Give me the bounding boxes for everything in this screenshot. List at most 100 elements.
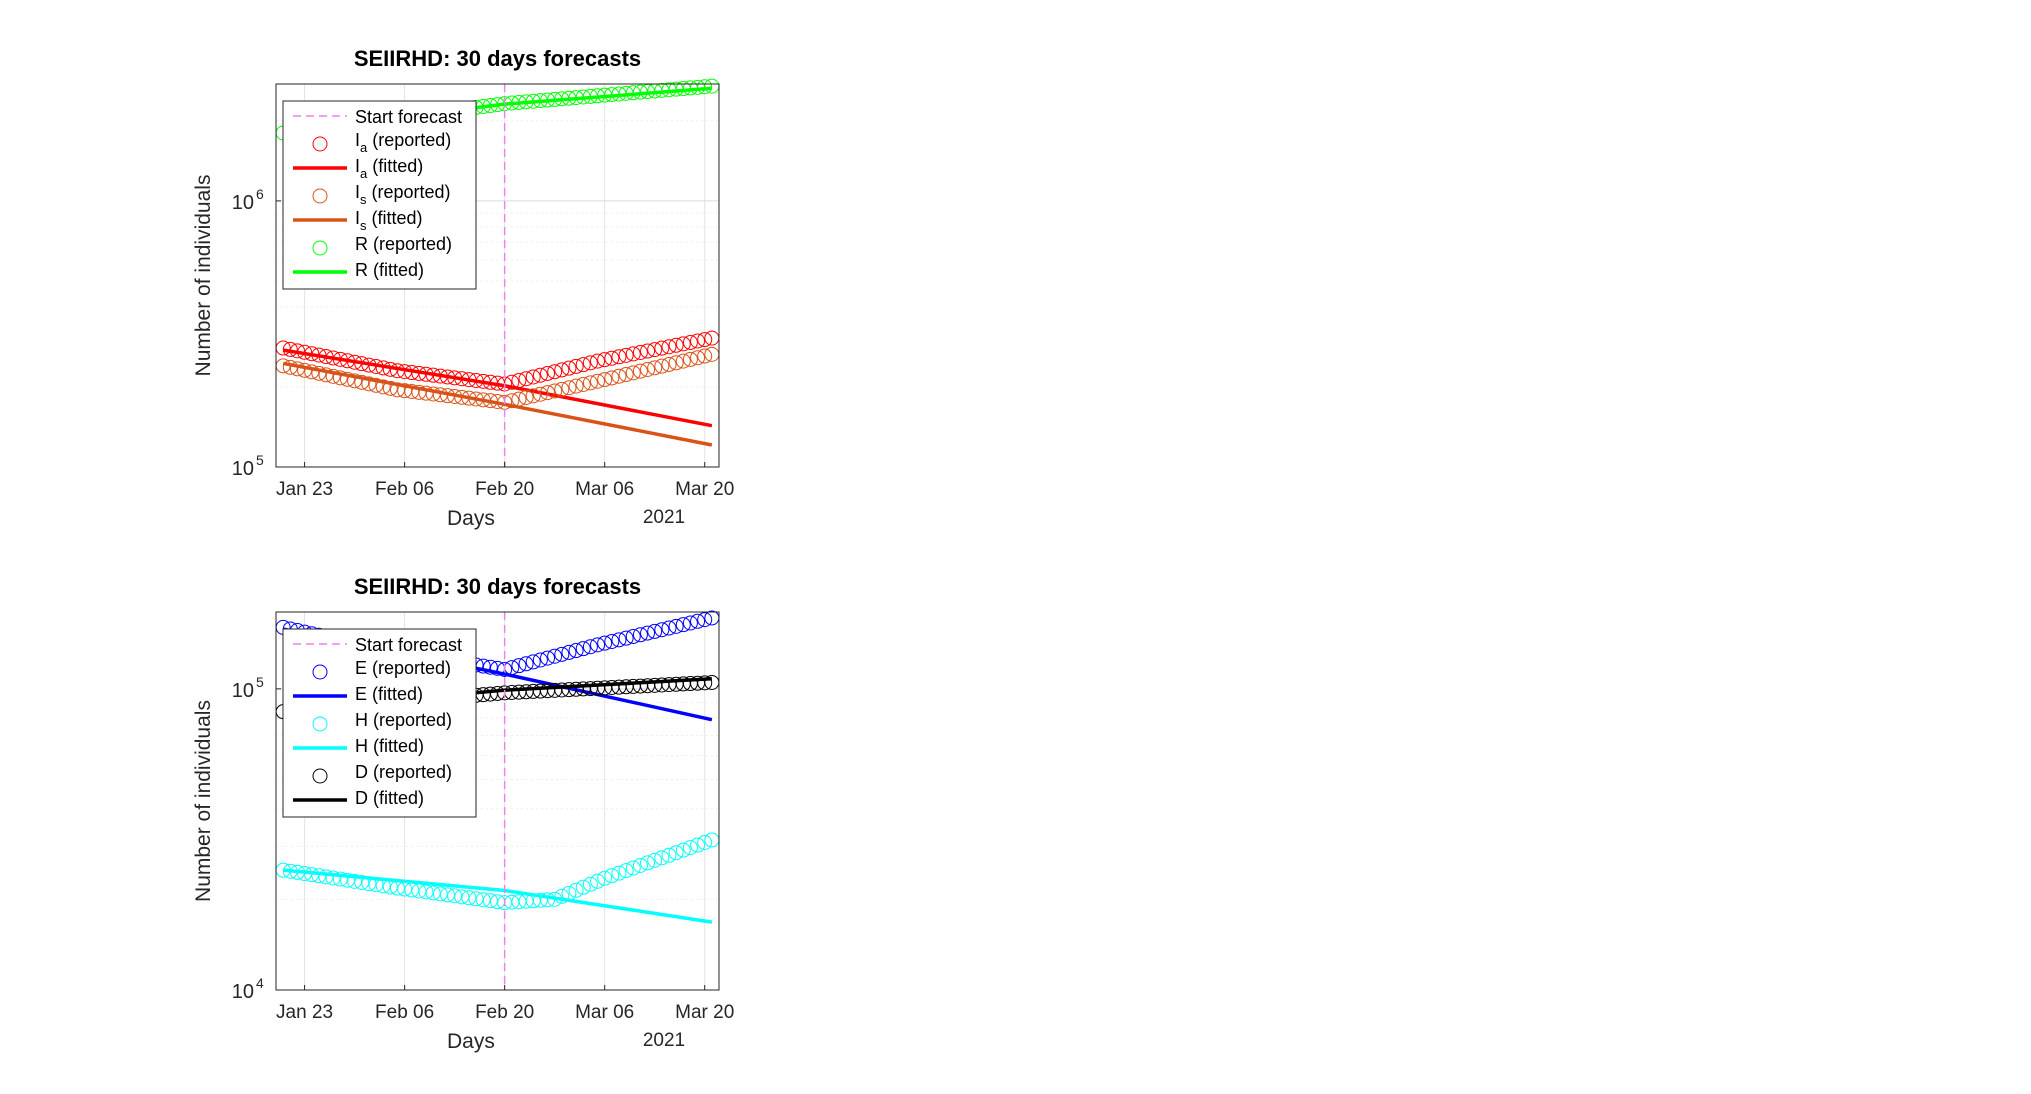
y-axis-label: Number of individuals bbox=[192, 700, 215, 902]
data-point bbox=[575, 641, 591, 657]
y-tick-label: 10 bbox=[232, 680, 254, 702]
data-point bbox=[518, 371, 534, 387]
data-point bbox=[540, 650, 556, 666]
data-point bbox=[597, 870, 613, 886]
legend-label-D_rep: D (reported) bbox=[355, 762, 452, 782]
legend-swatch-Ia_rep bbox=[312, 136, 328, 152]
data-point bbox=[540, 385, 556, 401]
data-point bbox=[454, 889, 470, 905]
data-point bbox=[547, 383, 563, 399]
x-tick-label: Jan 23 bbox=[276, 479, 333, 500]
data-point bbox=[554, 888, 570, 904]
data-point bbox=[311, 868, 327, 884]
data-point bbox=[432, 368, 448, 384]
data-point bbox=[347, 373, 363, 389]
data-point bbox=[482, 893, 498, 909]
data-point bbox=[668, 355, 684, 371]
legend-label-start-forecast: Start forecast bbox=[355, 635, 462, 655]
data-point bbox=[604, 868, 620, 884]
data-point bbox=[339, 371, 355, 387]
data-point bbox=[397, 881, 413, 897]
data-point bbox=[582, 375, 598, 391]
data-point bbox=[361, 357, 377, 373]
data-point bbox=[525, 388, 541, 404]
data-point bbox=[540, 892, 556, 908]
data-point bbox=[418, 884, 434, 900]
data-point bbox=[682, 840, 698, 856]
data-point bbox=[575, 879, 591, 895]
x-tick-label: Feb 20 bbox=[475, 479, 534, 500]
data-point bbox=[647, 342, 663, 358]
data-point bbox=[690, 333, 706, 349]
data-point bbox=[625, 860, 641, 876]
data-point bbox=[439, 369, 455, 385]
data-point bbox=[647, 623, 663, 639]
legend-box bbox=[282, 628, 477, 818]
x-tick-label: Mar 06 bbox=[575, 479, 634, 500]
x-tick-label: Mar 20 bbox=[675, 479, 734, 500]
data-point bbox=[582, 639, 598, 655]
data-point bbox=[382, 361, 398, 377]
data-point bbox=[532, 652, 548, 668]
data-point bbox=[632, 344, 648, 360]
data-point bbox=[382, 380, 398, 396]
x-tick-label: Jan 23 bbox=[276, 1002, 333, 1023]
data-point bbox=[368, 377, 384, 393]
data-point bbox=[618, 367, 634, 383]
data-point bbox=[361, 376, 377, 392]
data-point bbox=[640, 625, 656, 641]
data-point bbox=[347, 354, 363, 370]
data-point bbox=[561, 360, 577, 376]
data-point bbox=[425, 367, 441, 383]
data-point bbox=[339, 872, 355, 888]
data-point bbox=[304, 364, 320, 380]
data-point bbox=[647, 360, 663, 376]
y-axis-label: Number of individuals bbox=[192, 175, 215, 377]
data-point bbox=[447, 370, 463, 386]
data-point bbox=[582, 355, 598, 371]
data-point bbox=[632, 627, 648, 643]
data-point bbox=[518, 656, 534, 672]
data-point bbox=[675, 842, 691, 858]
data-point bbox=[611, 865, 627, 881]
data-point bbox=[375, 878, 391, 894]
data-point bbox=[561, 380, 577, 396]
data-point bbox=[661, 847, 677, 863]
y-tick-label: 10 bbox=[232, 458, 254, 480]
data-point bbox=[625, 628, 641, 644]
data-point bbox=[282, 341, 298, 357]
legend-label-Ia_fit: Ia (fitted) bbox=[355, 156, 423, 181]
data-point bbox=[590, 637, 606, 653]
data-point bbox=[590, 873, 606, 889]
legend-swatch-R_rep bbox=[312, 240, 328, 256]
data-point bbox=[418, 366, 434, 382]
data-point bbox=[439, 887, 455, 903]
data-point bbox=[454, 371, 470, 387]
data-point bbox=[332, 871, 348, 887]
chart-title: SEIIRHD: 30 days forecasts bbox=[354, 46, 641, 71]
legend-swatch-Is_rep bbox=[312, 188, 328, 204]
data-point bbox=[668, 337, 684, 353]
data-point bbox=[697, 348, 713, 364]
legend-label-R_fit: R (fitted) bbox=[355, 260, 424, 280]
data-point bbox=[404, 365, 420, 381]
data-point bbox=[282, 863, 298, 879]
data-point bbox=[625, 365, 641, 381]
chart-bottom: Jan 23 Feb 06 Feb 20 Mar 06 Mar 20 2021 Days 10… bbox=[192, 574, 734, 1053]
data-point bbox=[504, 374, 520, 390]
data-point bbox=[661, 356, 677, 372]
data-point bbox=[682, 334, 698, 350]
data-point bbox=[690, 613, 706, 629]
data-point bbox=[647, 852, 663, 868]
legend-label-H_fit: H (fitted) bbox=[355, 736, 424, 756]
data-point bbox=[675, 336, 691, 352]
data-point bbox=[547, 648, 563, 664]
data-point bbox=[425, 885, 441, 901]
data-point bbox=[632, 363, 648, 379]
data-point bbox=[690, 350, 706, 366]
series-markers-Ia_rep bbox=[275, 330, 720, 392]
legend-label-H_rep: H (reported) bbox=[355, 710, 452, 730]
data-point bbox=[568, 358, 584, 374]
data-point bbox=[654, 850, 670, 866]
